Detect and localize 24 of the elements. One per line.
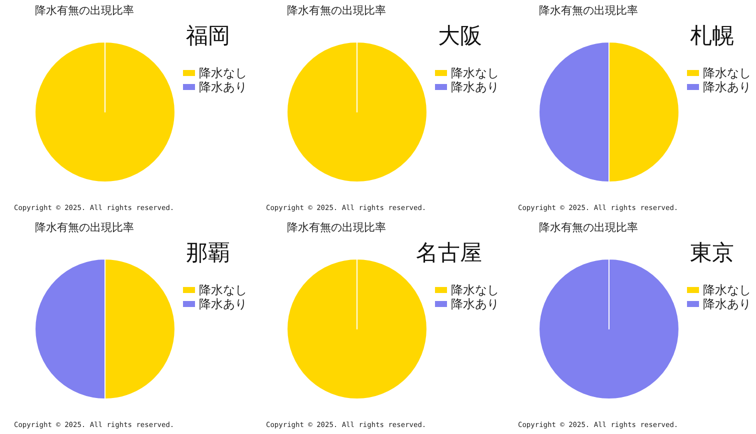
legend-label: 降水あり bbox=[451, 297, 499, 311]
chart-title: 東京 bbox=[690, 241, 734, 266]
legend-label: 降水なし bbox=[199, 283, 247, 297]
legend-label: 降水なし bbox=[451, 283, 499, 297]
chart-subtitle: 降水有無の出現比率 bbox=[539, 221, 638, 234]
legend-label: 降水あり bbox=[199, 297, 247, 311]
chart-title: 札幌 bbox=[690, 24, 734, 49]
legend-label: 降水あり bbox=[199, 80, 247, 94]
legend-label: 降水あり bbox=[703, 297, 751, 311]
chart-subtitle: 降水有無の出現比率 bbox=[35, 221, 134, 234]
legend-label: 降水なし bbox=[703, 283, 751, 297]
chart-title: 名古屋 bbox=[416, 241, 482, 266]
legend-label: 降水あり bbox=[703, 80, 751, 94]
chart-subtitle: 降水有無の出現比率 bbox=[539, 4, 638, 17]
legend-label: 降水あり bbox=[451, 80, 499, 94]
legend-label: 降水なし bbox=[199, 66, 247, 80]
chart-title: 大阪 bbox=[438, 24, 482, 49]
chart-subtitle: 降水有無の出現比率 bbox=[287, 221, 386, 234]
chart-title: 那覇 bbox=[186, 241, 230, 266]
chart-title: 福岡 bbox=[186, 24, 230, 49]
legend-label: 降水なし bbox=[703, 66, 751, 80]
chart-subtitle: 降水有無の出現比率 bbox=[35, 4, 134, 17]
chart-subtitle: 降水有無の出現比率 bbox=[287, 4, 386, 17]
legend-label: 降水なし bbox=[451, 66, 499, 80]
